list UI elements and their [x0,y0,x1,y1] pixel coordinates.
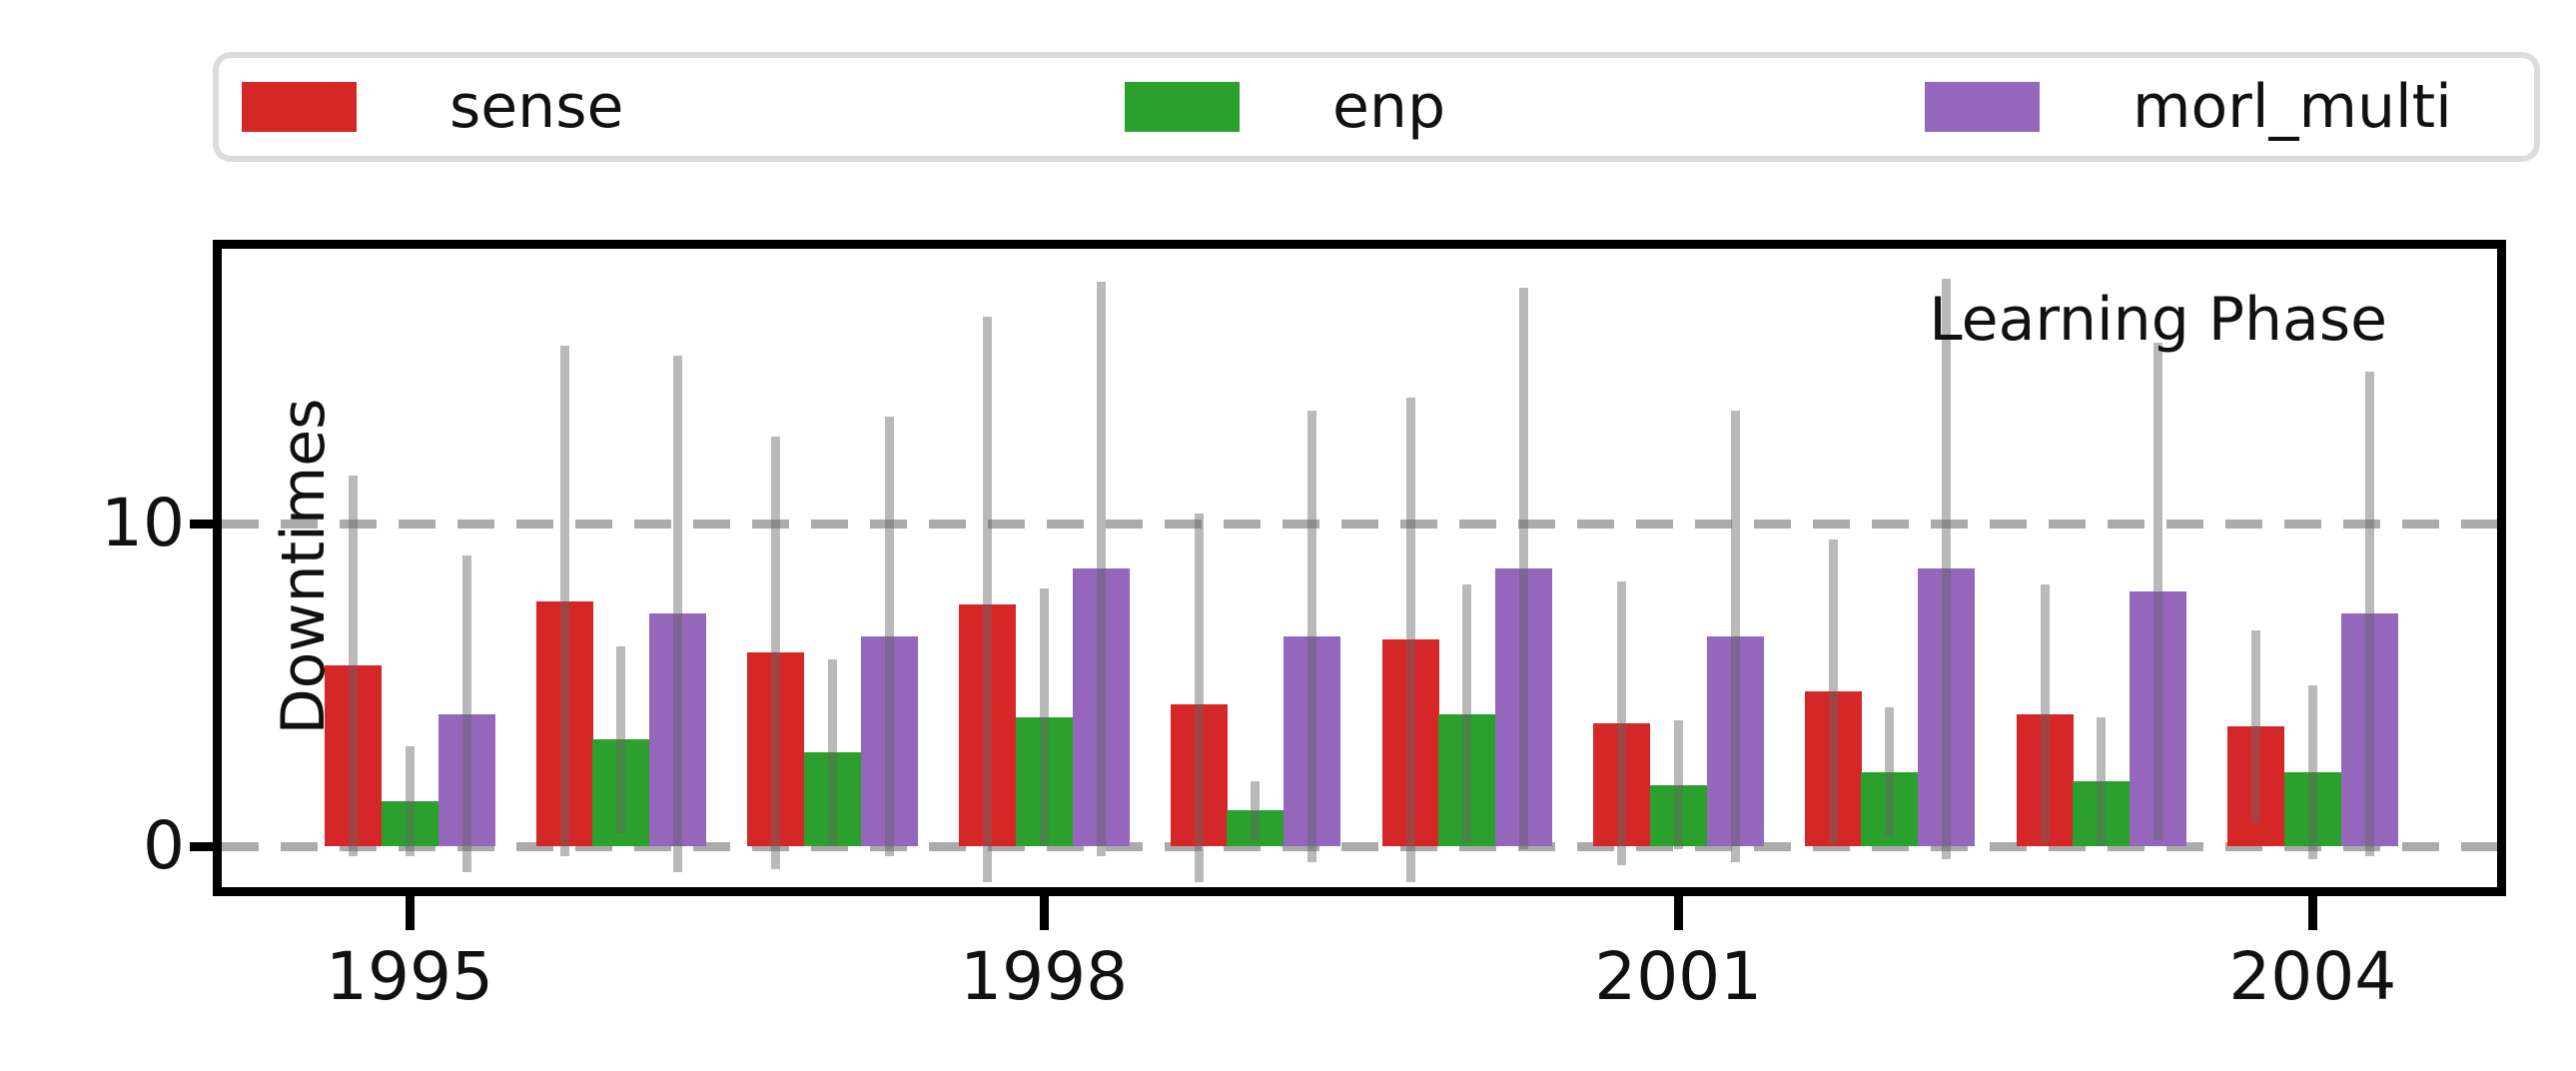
error-bar-morl_multi-1997 [884,417,894,856]
bar-morl_multi-2002 [1918,568,1976,846]
error-bar-enp-1998 [1039,587,1049,846]
annotation-learning-phase: Learning Phase [1929,285,2387,355]
bar-enp-2002 [1861,771,1919,846]
error-bar-sense-2000 [1405,398,1415,882]
bar-enp-1998 [1015,716,1073,846]
morl-multi-swatch-icon [1925,82,2040,132]
y-tick-mark-0 [190,841,222,851]
legend: sense enp morl_multi [213,52,2540,162]
error-bar-sense-1995 [349,475,358,856]
error-bar-sense-1999 [1194,514,1204,882]
enp-swatch-icon [1125,82,1240,132]
bar-morl_multi-2000 [1495,568,1552,846]
gridline-y10 [222,519,2497,529]
bar-enp-2001 [1649,784,1707,846]
x-tick-label-2004: 2004 [2228,938,2397,1015]
bar-enp-2003 [2073,781,2131,846]
bar-sense-2002 [1804,690,1862,846]
error-bar-sense-1996 [559,346,569,856]
bar-morl_multi-2003 [2130,590,2187,846]
legend-label-morl-multi: morl_multi [2133,72,2452,142]
bar-sense-2004 [2227,726,2285,846]
bar-sense-2001 [1593,723,1651,846]
error-bar-sense-2004 [2251,629,2261,824]
x-tick-mark-1995 [405,896,415,930]
plot-area: Learning Phase Downtimes [213,240,2506,896]
bar-sense-1998 [959,603,1017,846]
x-tick-mark-2001 [1673,896,1683,930]
error-bar-morl_multi-1995 [461,555,471,872]
bar-morl_multi-1998 [1072,568,1130,846]
bar-enp-2004 [2283,771,2341,846]
error-bar-enp-1999 [1251,781,1261,840]
y-tick-mark-10 [190,519,222,529]
bar-sense-2003 [2016,713,2074,846]
bar-morl_multi-2001 [1706,636,1764,846]
error-bar-morl_multi-2003 [2153,343,2163,840]
x-tick-mark-2004 [2307,896,2317,930]
bar-sense-1999 [1170,703,1228,846]
y-tick-label-0: 0 [143,807,185,884]
y-tick-label-10: 10 [101,485,185,561]
x-tick-label-1998: 1998 [960,938,1129,1015]
x-tick-mark-1998 [1039,896,1049,930]
y-axis-label: Downtimes [269,398,339,735]
bar-morl_multi-1995 [437,713,495,846]
bar-sense-1995 [325,665,382,846]
bar-morl_multi-1996 [649,613,707,846]
bar-enp-1995 [381,800,438,846]
x-tick-label-2001: 2001 [1594,938,1763,1015]
legend-label-enp: enp [1332,72,1446,142]
bar-enp-1996 [592,739,650,846]
bar-enp-2000 [1438,713,1495,846]
bar-morl_multi-2004 [2340,613,2398,846]
error-bar-enp-2004 [2307,684,2317,859]
bar-enp-1997 [803,752,861,846]
error-bar-morl_multi-1998 [1096,281,1106,856]
bar-sense-1997 [747,652,805,846]
error-bar-sense-2003 [2040,584,2050,843]
bar-morl_multi-1997 [860,636,918,846]
error-bar-sense-1998 [983,317,993,882]
error-bar-morl_multi-2000 [1519,288,1528,850]
sense-swatch-icon [242,82,357,132]
error-bar-enp-2001 [1673,720,1683,850]
legend-label-sense: sense [449,72,624,142]
error-bar-sense-1997 [771,436,781,869]
bar-sense-2000 [1381,639,1439,846]
error-bar-morl_multi-2001 [1730,410,1740,863]
bar-enp-1999 [1227,810,1285,846]
bar-sense-1996 [535,600,593,846]
error-bar-enp-1995 [405,745,415,856]
gridline-y0 [222,841,2497,851]
error-bar-morl_multi-2004 [2364,372,2374,856]
error-bar-sense-2001 [1617,581,1627,866]
error-bar-morl_multi-1996 [673,356,683,872]
error-bar-enp-2003 [2097,716,2107,846]
error-bar-enp-1997 [827,658,837,846]
error-bar-enp-2000 [1462,584,1471,843]
error-bar-morl_multi-1999 [1307,410,1317,863]
error-bar-sense-2002 [1828,539,1838,843]
x-tick-label-1995: 1995 [326,938,493,1015]
error-bar-enp-1996 [616,645,626,834]
error-bar-morl_multi-2002 [1942,278,1952,859]
error-bar-enp-2002 [1885,707,1895,837]
bar-morl_multi-1999 [1284,636,1341,846]
